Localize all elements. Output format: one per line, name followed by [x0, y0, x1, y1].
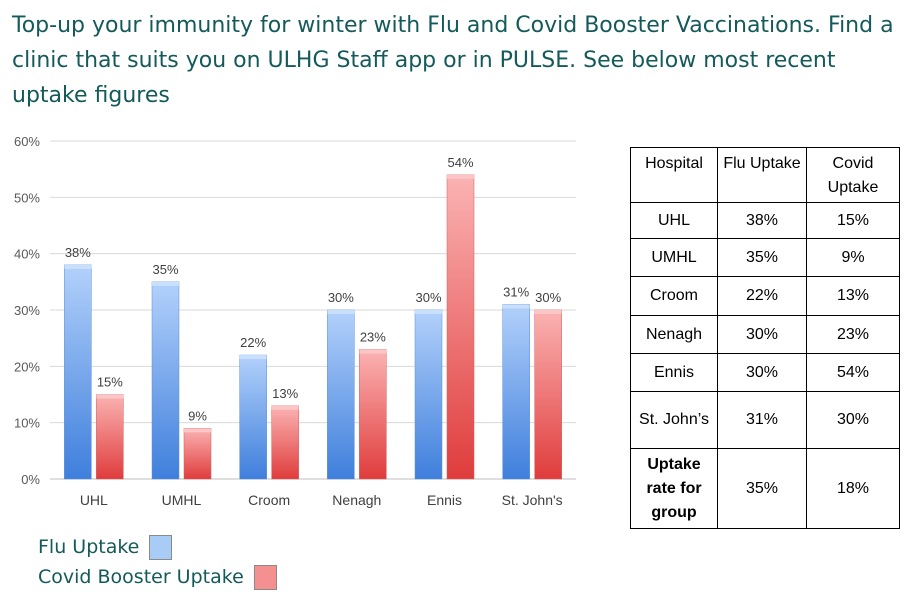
header-hospital: Hospital: [630, 147, 718, 203]
bar-covid: [183, 428, 212, 480]
header-flu-uptake: Flu Uptake: [717, 147, 807, 203]
bar-covid: [446, 174, 475, 480]
cell-covid-uptake: 30%: [806, 391, 900, 449]
y-tick-label: 60%: [14, 134, 40, 149]
cell-covid-uptake: 9%: [806, 238, 900, 277]
cell-hospital: Ennis: [630, 353, 718, 392]
x-tick-label: Croom: [248, 492, 290, 508]
table-row: Croom 22% 13%: [630, 276, 900, 316]
table-row: UMHL 35% 9%: [630, 238, 900, 277]
bar-flu: [64, 264, 92, 480]
bar-top-flu: [415, 310, 442, 314]
data-label-covid: 23%: [360, 329, 386, 344]
bar-flu: [414, 309, 443, 480]
y-tick-label: 10%: [14, 416, 40, 431]
data-label-flu: 30%: [415, 290, 441, 305]
legend-covid: Covid Booster Uptake: [38, 563, 277, 591]
bar-flu: [327, 309, 355, 480]
data-label-flu: 31%: [503, 284, 529, 299]
cell-summary-flu: 35%: [717, 448, 807, 529]
y-tick-label: 30%: [14, 303, 40, 318]
bar-top-flu: [152, 281, 179, 286]
x-tick-label: Ennis: [427, 492, 462, 508]
data-label-covid: 15%: [97, 375, 123, 390]
cell-hospital: Croom: [630, 276, 718, 316]
legend-flu-swatch: [149, 534, 173, 560]
cell-summary-covid: 18%: [806, 448, 900, 529]
bar-top-flu: [64, 264, 92, 269]
data-label-flu: 38%: [65, 245, 91, 260]
data-label-covid: 54%: [447, 155, 473, 170]
bar-top-covid: [359, 349, 387, 354]
table-header-row: Hospital Flu Uptake Covid Uptake: [630, 147, 900, 203]
y-tick-label: 40%: [14, 247, 40, 262]
bar-top-covid: [184, 428, 211, 433]
x-tick-label: UHL: [80, 492, 108, 508]
cell-flu-uptake: 30%: [717, 315, 807, 354]
bar-covid: [534, 309, 562, 480]
bar-flu: [151, 281, 180, 480]
bar-top-covid: [447, 174, 474, 179]
data-label-flu: 35%: [152, 262, 178, 277]
cell-flu-uptake: 35%: [717, 238, 807, 277]
cell-hospital: UMHL: [630, 238, 718, 277]
bar-covid: [359, 349, 387, 480]
legend-covid-label: Covid Booster Uptake: [38, 566, 244, 588]
cell-covid-uptake: 54%: [806, 353, 900, 392]
table-row: St. John’s 31% 30%: [630, 391, 900, 449]
bar-top-covid: [96, 394, 124, 399]
bar-covid: [96, 394, 124, 480]
header-covid-uptake: Covid Uptake: [806, 147, 900, 203]
data-label-covid: 13%: [272, 386, 298, 401]
table-row: UHL 38% 15%: [630, 202, 900, 239]
bar-flu: [239, 354, 267, 480]
y-tick-label: 50%: [14, 190, 40, 205]
x-tick-label: Nenagh: [332, 492, 381, 508]
legend-flu: Flu Uptake: [38, 533, 173, 561]
uptake-table: Hospital Flu Uptake Covid Uptake UHL 38%…: [630, 147, 900, 529]
cell-flu-uptake: 22%: [717, 276, 807, 316]
bar-top-flu: [239, 355, 267, 360]
cell-summary-label: Uptake rate for group: [630, 448, 718, 529]
cell-covid-uptake: 23%: [806, 315, 900, 354]
cell-hospital: Nenagh: [630, 315, 718, 354]
cell-hospital: St. John’s: [630, 391, 718, 449]
legend-flu-label: Flu Uptake: [38, 536, 140, 558]
y-tick-label: 20%: [14, 359, 40, 374]
bar-top-covid: [534, 310, 562, 314]
cell-flu-uptake: 38%: [717, 202, 807, 239]
table-row: Ennis 30% 54%: [630, 353, 900, 392]
cell-flu-uptake: 30%: [717, 353, 807, 392]
cell-covid-uptake: 15%: [806, 202, 900, 239]
cell-covid-uptake: 13%: [806, 276, 900, 316]
legend-covid-swatch: [253, 564, 277, 590]
headline: Top-up your immunity for winter with Flu…: [12, 13, 894, 108]
uptake-bar-chart: 0% 10% 20% 30% 40% 50% 60% 38% 15% UHL 35% 9% UMHL 22…: [14, 134, 576, 508]
bar-top-flu: [502, 304, 530, 309]
table-summary-row: Uptake rate for group 35% 18%: [630, 448, 900, 529]
bar-top-flu: [327, 310, 355, 314]
bar-flu: [502, 304, 530, 480]
table-row: Nenagh 30% 23%: [630, 315, 900, 354]
y-tick-label: 0%: [21, 472, 40, 487]
data-label-covid: 9%: [188, 408, 207, 423]
data-label-flu: 22%: [240, 335, 266, 350]
x-tick-label: St. John's: [502, 492, 563, 508]
cell-flu-uptake: 31%: [717, 391, 807, 449]
bar-top-covid: [271, 405, 299, 410]
data-label-flu: 30%: [328, 290, 354, 305]
x-tick-label: UMHL: [162, 492, 202, 508]
bar-covid: [271, 405, 299, 480]
data-label-covid: 30%: [535, 290, 561, 305]
cell-hospital: UHL: [630, 202, 718, 239]
